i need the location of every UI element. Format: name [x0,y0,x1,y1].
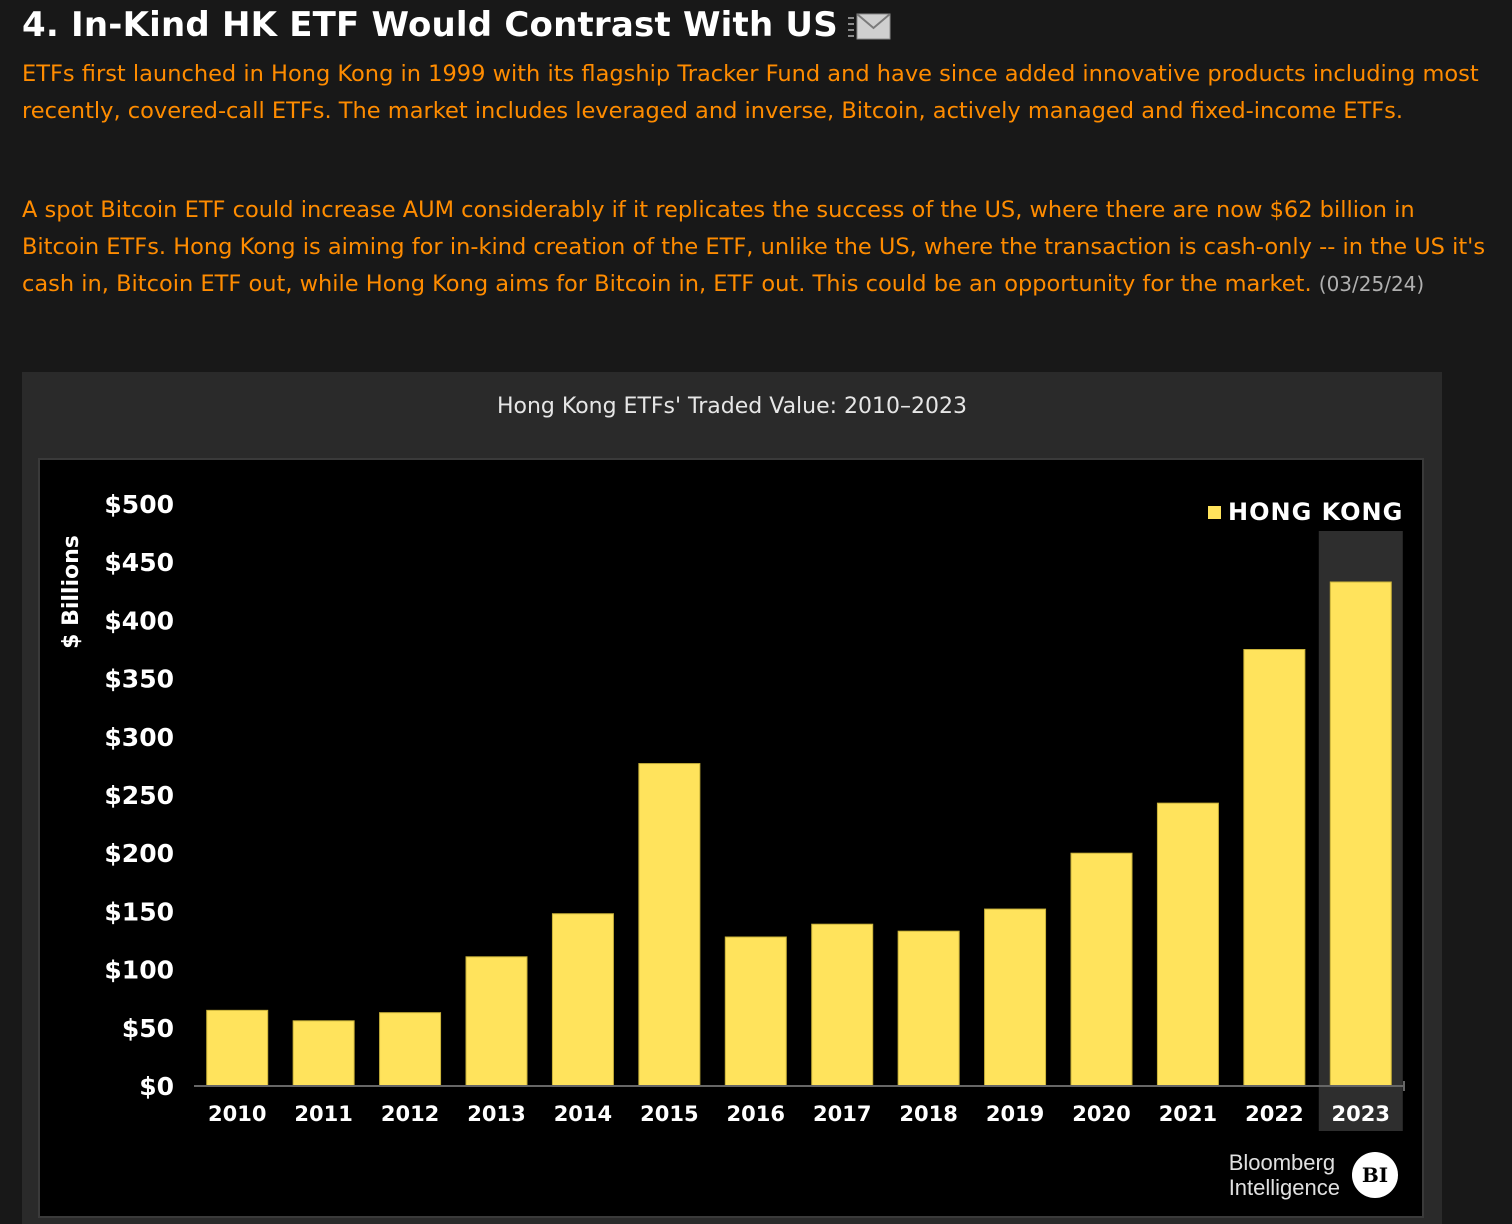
bar-2022 [1243,649,1306,1087]
x-tick-label: 2018 [899,1102,957,1126]
y-tick-label: $50 [122,1014,174,1043]
logo-line-2: Intelligence [1228,1175,1340,1200]
logo-badge: BI [1352,1152,1398,1198]
y-axis-title: $ Billions [59,535,84,649]
y-tick-label: $100 [104,956,174,985]
x-tick-label: 2020 [1072,1102,1130,1126]
logo-text: Bloomberg Intelligence [1229,1150,1340,1200]
bar-2019 [984,908,1047,1087]
x-tick-label: 2015 [640,1102,698,1126]
x-tick-label: 2014 [554,1102,612,1126]
legend-swatch [1208,506,1221,519]
x-tick-label: 2012 [381,1102,439,1126]
x-tick-label: 2017 [813,1102,871,1126]
intro-paragraph: ETFs first launched in Hong Kong in 1999… [22,61,1479,124]
chart-panel: Hong Kong ETFs' Traded Value: 2010–2023 … [22,372,1442,1224]
x-tick-label: 2010 [208,1102,266,1126]
x-tick-label: 2013 [467,1102,525,1126]
section-title-text: 4. In-Kind HK ETF Would Contrast With US [22,5,838,45]
x-tick-label: 2011 [294,1102,352,1126]
bar-2020 [1070,852,1133,1087]
bar-2014 [551,913,614,1087]
bar-2021 [1156,802,1219,1087]
mail-icon[interactable] [847,10,892,40]
y-tick-label: $500 [104,490,174,519]
y-tick-label: $300 [104,723,174,752]
bitcoin-paragraph: A spot Bitcoin ETF could increase AUM co… [22,192,1492,303]
y-tick-label: $0 [139,1072,174,1101]
section-title: 4. In-Kind HK ETF Would Contrast With US [22,2,892,48]
bar-2010 [206,1009,269,1087]
x-tick-label: 2023 [1332,1102,1390,1126]
y-tick-label: $150 [104,897,174,926]
chart-title: Hong Kong ETFs' Traded Value: 2010–2023 [496,393,968,419]
y-tick-label: $200 [104,839,174,868]
y-tick-label: $250 [104,781,174,810]
bloomberg-intelligence-logo: Bloomberg Intelligence BI [1229,1150,1398,1200]
bar-2017 [811,923,874,1087]
bar-2018 [897,930,960,1087]
y-tick-label: $400 [104,606,174,635]
bar-2012 [379,1012,442,1087]
bar-chart: $0 $50 $100 $150 $200 $250 $300 $350 $400 $450 $50… [59,490,1405,1131]
x-tick-label: 2021 [1159,1102,1217,1126]
publish-date: (03/25/24) [1318,272,1425,296]
bar-2011 [292,1020,355,1087]
bar-2013 [465,956,528,1087]
legend-label: HONG KONG [1228,498,1403,526]
x-tick-label: 2019 [986,1102,1044,1126]
logo-line-1: Bloomberg [1228,1150,1336,1175]
chart-frame: $0 $50 $100 $150 $200 $250 $300 $350 $400 $450 $50… [38,458,1424,1218]
y-tick-label: $450 [104,548,174,577]
x-tick-label: 2016 [727,1102,785,1126]
bar-2023 [1329,581,1392,1087]
bar-2016 [724,936,787,1087]
x-tick-label: 2022 [1245,1102,1303,1126]
y-tick-label: $350 [104,665,174,694]
bar-2015 [638,763,701,1087]
bitcoin-paragraph-text: A spot Bitcoin ETF could increase AUM co… [22,197,1486,297]
